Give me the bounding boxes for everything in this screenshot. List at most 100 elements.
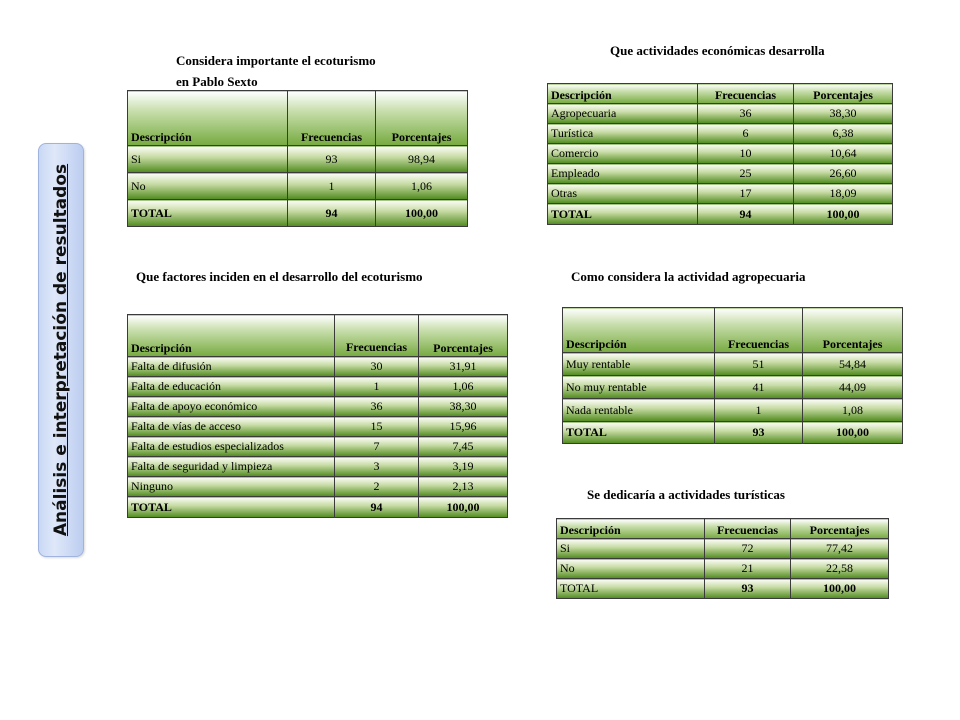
table-row: Si 72 77,42	[556, 538, 889, 559]
table-row: Falta de apoyo económico 36 38,30	[127, 396, 508, 417]
cell-frequency: 1	[287, 172, 376, 200]
table2-header-percentage: Porcentajes	[793, 83, 893, 104]
table-row-total: TOTAL 94 100,00	[127, 496, 508, 518]
cell-percentage: 18,09	[793, 183, 893, 204]
table-row: No 21 22,58	[556, 558, 889, 579]
table3-header-percentage: Porcentajes	[418, 314, 508, 357]
cell-frequency: 25	[697, 163, 794, 184]
table5-tourism-dedication: Descripción Frecuencias Porcentajes Si 7…	[556, 518, 889, 599]
table3-header-description: Descripción	[127, 314, 335, 357]
cell-description: Falta de seguridad y limpieza	[127, 456, 335, 477]
cell-percentage: 31,91	[418, 356, 508, 377]
table5-header-frequency: Frecuencias	[704, 518, 791, 539]
table4-caption: Como considera la actividad agropecuaria	[571, 269, 806, 284]
cell-percentage: 100,00	[790, 578, 889, 599]
cell-percentage: 100,00	[418, 496, 508, 518]
cell-percentage: 2,13	[418, 476, 508, 497]
cell-description: TOTAL	[556, 578, 705, 599]
cell-percentage: 38,30	[793, 103, 893, 124]
table5-caption: Se dedicaría a actividades turísticas	[587, 487, 785, 502]
cell-description: Empleado	[547, 163, 698, 184]
cell-description: Falta de estudios especializados	[127, 436, 335, 457]
cell-percentage: 1,06	[375, 172, 468, 200]
cell-frequency: 21	[704, 558, 791, 579]
cell-percentage: 77,42	[790, 538, 889, 559]
table1-ecoturismo-importance: Descripción Frecuencias Porcentajes Si 9…	[127, 90, 468, 227]
table4-header-percentage: Porcentajes	[802, 307, 903, 353]
cell-description: Otras	[547, 183, 698, 204]
table-row-total: TOTAL 93 100,00	[562, 421, 903, 444]
table5-header-description: Descripción	[556, 518, 705, 539]
cell-description: No muy rentable	[562, 375, 715, 399]
section-title: Análisis e interpretación de resultados	[51, 163, 71, 537]
table-row-total: TOTAL 94 100,00	[547, 203, 893, 225]
cell-percentage: 7,45	[418, 436, 508, 457]
cell-percentage: 15,96	[418, 416, 508, 437]
section-side-tab: Análisis e interpretación de resultados	[38, 143, 84, 557]
cell-description: Falta de apoyo económico	[127, 396, 335, 417]
cell-description: Agropecuaria	[547, 103, 698, 124]
table-row-total: TOTAL 94 100,00	[127, 199, 468, 227]
cell-description: Falta de difusión	[127, 356, 335, 377]
cell-percentage: 3,19	[418, 456, 508, 477]
table-row: Nada rentable 1 1,08	[562, 398, 903, 422]
table5-header-percentage: Porcentajes	[790, 518, 889, 539]
cell-percentage: 54,84	[802, 352, 903, 376]
table-row: Turística 6 6,38	[547, 123, 893, 144]
table-row: Falta de seguridad y limpieza 3 3,19	[127, 456, 508, 477]
cell-frequency: 93	[287, 145, 376, 173]
table-row: Falta de difusión 30 31,91	[127, 356, 508, 377]
cell-percentage: 100,00	[802, 421, 903, 444]
cell-frequency: 94	[334, 496, 419, 518]
cell-percentage: 44,09	[802, 375, 903, 399]
cell-percentage: 10,64	[793, 143, 893, 164]
cell-percentage: 26,60	[793, 163, 893, 184]
table1-header-frequency: Frecuencias	[287, 90, 376, 146]
cell-frequency: 51	[714, 352, 803, 376]
table4-agricultural-activity: Descripción Frecuencias Porcentajes Muy …	[562, 307, 903, 444]
cell-frequency: 36	[697, 103, 794, 124]
table3-caption: Que factores inciden en el desarrollo de…	[136, 269, 423, 284]
table-row: Si 93 98,94	[127, 145, 468, 173]
table1-caption: Considera importante el ecoturismo en Pa…	[176, 53, 376, 89]
table-row: Falta de estudios especializados 7 7,45	[127, 436, 508, 457]
table-row: Muy rentable 51 54,84	[562, 352, 903, 376]
table1-header-description: Descripción	[127, 90, 288, 146]
cell-description: Ninguno	[127, 476, 335, 497]
cell-description: TOTAL	[547, 203, 698, 225]
cell-percentage: 38,30	[418, 396, 508, 417]
table2-caption: Que actividades económicas desarrolla	[610, 43, 825, 58]
cell-percentage: 22,58	[790, 558, 889, 579]
cell-percentage: 1,06	[418, 376, 508, 397]
table-row-total: TOTAL 93 100,00	[556, 578, 889, 599]
table3-ecotourism-factors: Descripción Frecuencias Porcentajes Falt…	[127, 314, 508, 518]
cell-frequency: 1	[714, 398, 803, 422]
cell-frequency: 36	[334, 396, 419, 417]
cell-frequency: 7	[334, 436, 419, 457]
cell-description: No	[127, 172, 288, 200]
cell-description: TOTAL	[127, 199, 288, 227]
cell-frequency: 6	[697, 123, 794, 144]
table-row: No muy rentable 41 44,09	[562, 375, 903, 399]
table4-header-frequency: Frecuencias	[714, 307, 803, 353]
table4-header-description: Descripción	[562, 307, 715, 353]
cell-frequency: 93	[714, 421, 803, 444]
cell-description: Turística	[547, 123, 698, 144]
cell-frequency: 94	[287, 199, 376, 227]
cell-description: Si	[556, 538, 705, 559]
table-row: Otras 17 18,09	[547, 183, 893, 204]
cell-frequency: 3	[334, 456, 419, 477]
table-row: Falta de vías de acceso 15 15,96	[127, 416, 508, 437]
cell-description: Falta de vías de acceso	[127, 416, 335, 437]
cell-percentage: 6,38	[793, 123, 893, 144]
cell-frequency: 17	[697, 183, 794, 204]
cell-frequency: 72	[704, 538, 791, 559]
cell-description: TOTAL	[562, 421, 715, 444]
cell-percentage: 100,00	[375, 199, 468, 227]
cell-description: Comercio	[547, 143, 698, 164]
cell-percentage: 98,94	[375, 145, 468, 173]
table2-header-frequency: Frecuencias	[697, 83, 794, 104]
cell-frequency: 93	[704, 578, 791, 599]
cell-percentage: 1,08	[802, 398, 903, 422]
table-row: Ninguno 2 2,13	[127, 476, 508, 497]
